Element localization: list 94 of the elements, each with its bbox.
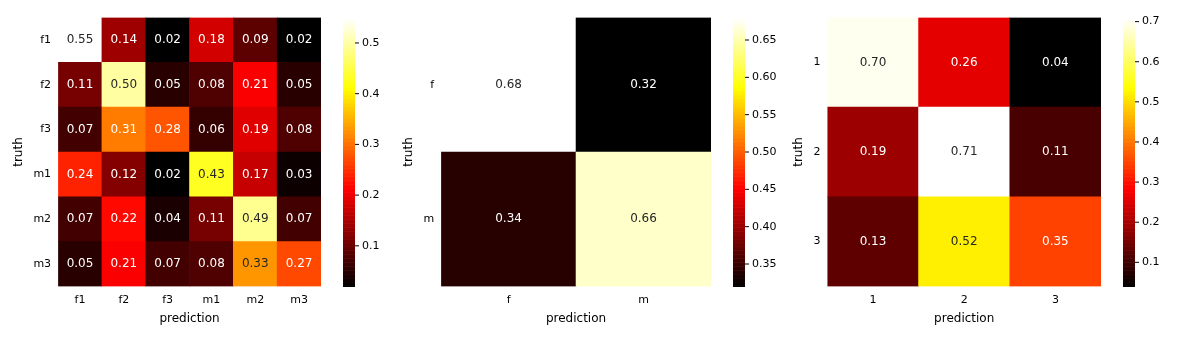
- x-tick-label: f2: [118, 292, 130, 306]
- y-axis-title: truth: [791, 137, 806, 167]
- x-tick-label: m2: [246, 292, 265, 306]
- x-tick-label: m1: [202, 292, 221, 306]
- data-label: 0.26: [950, 54, 978, 69]
- y-tick-label: 1: [813, 55, 821, 69]
- data-label: 0.02: [154, 32, 182, 47]
- color-bar-label: 0.6: [1142, 54, 1160, 68]
- color-bar-label: 0.1: [362, 238, 380, 252]
- color-bar-label: 0.55: [752, 107, 777, 121]
- x-tick-label: f3: [162, 292, 174, 306]
- y-tick-label: 2: [813, 144, 821, 158]
- data-label: 0.07: [66, 211, 94, 226]
- data-label: 0.08: [198, 256, 225, 271]
- data-label: 0.43: [198, 166, 225, 181]
- data-label: 0.07: [154, 256, 182, 271]
- x-tick-label: 3: [1051, 292, 1059, 306]
- data-label: 0.68: [495, 76, 522, 91]
- data-label: 0.02: [285, 32, 313, 47]
- data-label: 0.32: [630, 76, 657, 91]
- color-bar-label: 0.3: [1142, 174, 1160, 188]
- color-bar-label: 0.3: [362, 137, 380, 151]
- data-label: 0.50: [110, 76, 138, 91]
- y-tick-label: f1: [40, 32, 52, 46]
- x-tick-label: m: [638, 292, 649, 306]
- data-label: 0.07: [66, 121, 94, 136]
- data-label: 0.52: [950, 233, 978, 248]
- data-label: 0.08: [285, 121, 313, 136]
- data-label: 0.22: [110, 211, 138, 226]
- data-label: 0.27: [285, 256, 313, 271]
- color-bar-label: 0.1: [1142, 255, 1160, 269]
- data-label: 0.21: [110, 256, 138, 271]
- x-tick-label: f: [506, 292, 512, 306]
- data-label: 0.33: [241, 256, 269, 271]
- color-bar-label: 0.60: [752, 70, 777, 84]
- y-axis-title: truth: [11, 137, 26, 167]
- data-label: 0.11: [198, 211, 225, 226]
- data-label: 0.08: [198, 76, 225, 91]
- color-bar-label: 0.40: [752, 219, 777, 233]
- color-bar-label: 0.4: [362, 86, 380, 100]
- data-label: 0.03: [285, 166, 313, 181]
- y-axis-title: truth: [401, 137, 416, 167]
- data-label: 0.55: [66, 32, 94, 47]
- data-label: 0.34: [495, 211, 522, 226]
- data-label: 0.11: [1042, 144, 1069, 159]
- color-bar-label: 0.45: [752, 182, 777, 196]
- data-label: 0.66: [630, 211, 657, 226]
- data-label: 0.19: [241, 121, 269, 136]
- data-label: 0.19: [859, 144, 887, 159]
- x-tick-label: f1: [74, 292, 86, 306]
- x-axis-title: prediction: [545, 310, 607, 325]
- data-label: 0.02: [154, 166, 182, 181]
- x-tick-label: 2: [960, 292, 968, 306]
- y-tick-label: f2: [40, 77, 52, 91]
- data-label: 0.71: [950, 144, 978, 159]
- data-label: 0.70: [859, 54, 887, 69]
- color-bar-label: 0.50: [752, 144, 777, 158]
- data-label: 0.28: [154, 121, 182, 136]
- data-label: 0.24: [66, 166, 94, 181]
- data-label: 0.49: [241, 211, 269, 226]
- color-bar-label: 0.4: [1142, 134, 1160, 148]
- color-bar-label: 0.2: [1142, 215, 1160, 229]
- data-label: 0.05: [154, 76, 182, 91]
- data-label: 0.06: [198, 121, 225, 136]
- data-label: 0.05: [285, 76, 313, 91]
- color-bar-label: 0.5: [362, 35, 380, 49]
- color-bar-label: 0.35: [752, 256, 777, 270]
- y-tick-label: m2: [33, 212, 52, 226]
- color-bar-label: 0.7: [1142, 14, 1160, 28]
- data-label: 0.05: [66, 256, 94, 271]
- data-label: 0.07: [285, 211, 313, 226]
- data-label: 0.09: [241, 32, 269, 47]
- data-label: 0.17: [241, 166, 269, 181]
- y-tick-label: m1: [33, 167, 52, 181]
- y-tick-label: m3: [33, 256, 52, 270]
- data-label: 0.13: [859, 233, 887, 248]
- color-bar-label: 0.2: [362, 187, 380, 201]
- data-label: 0.11: [66, 76, 94, 91]
- data-label: 0.12: [110, 166, 138, 181]
- data-label: 0.18: [198, 32, 225, 47]
- data-label: 0.04: [1042, 54, 1069, 69]
- y-tick-label: f3: [40, 122, 52, 136]
- data-label: 0.14: [110, 32, 138, 47]
- data-label: 0.31: [110, 121, 138, 136]
- data-label: 0.04: [154, 211, 182, 226]
- x-tick-label: 1: [869, 292, 877, 306]
- data-label: 0.35: [1042, 233, 1069, 248]
- x-tick-label: m3: [290, 292, 308, 306]
- y-tick-label: 3: [813, 234, 821, 248]
- data-label: 0.21: [241, 76, 269, 91]
- x-axis-title: prediction: [934, 310, 995, 325]
- x-axis-title: prediction: [159, 310, 220, 325]
- color-bar-label: 0.5: [1142, 94, 1160, 108]
- color-bar-label: 0.65: [752, 32, 777, 46]
